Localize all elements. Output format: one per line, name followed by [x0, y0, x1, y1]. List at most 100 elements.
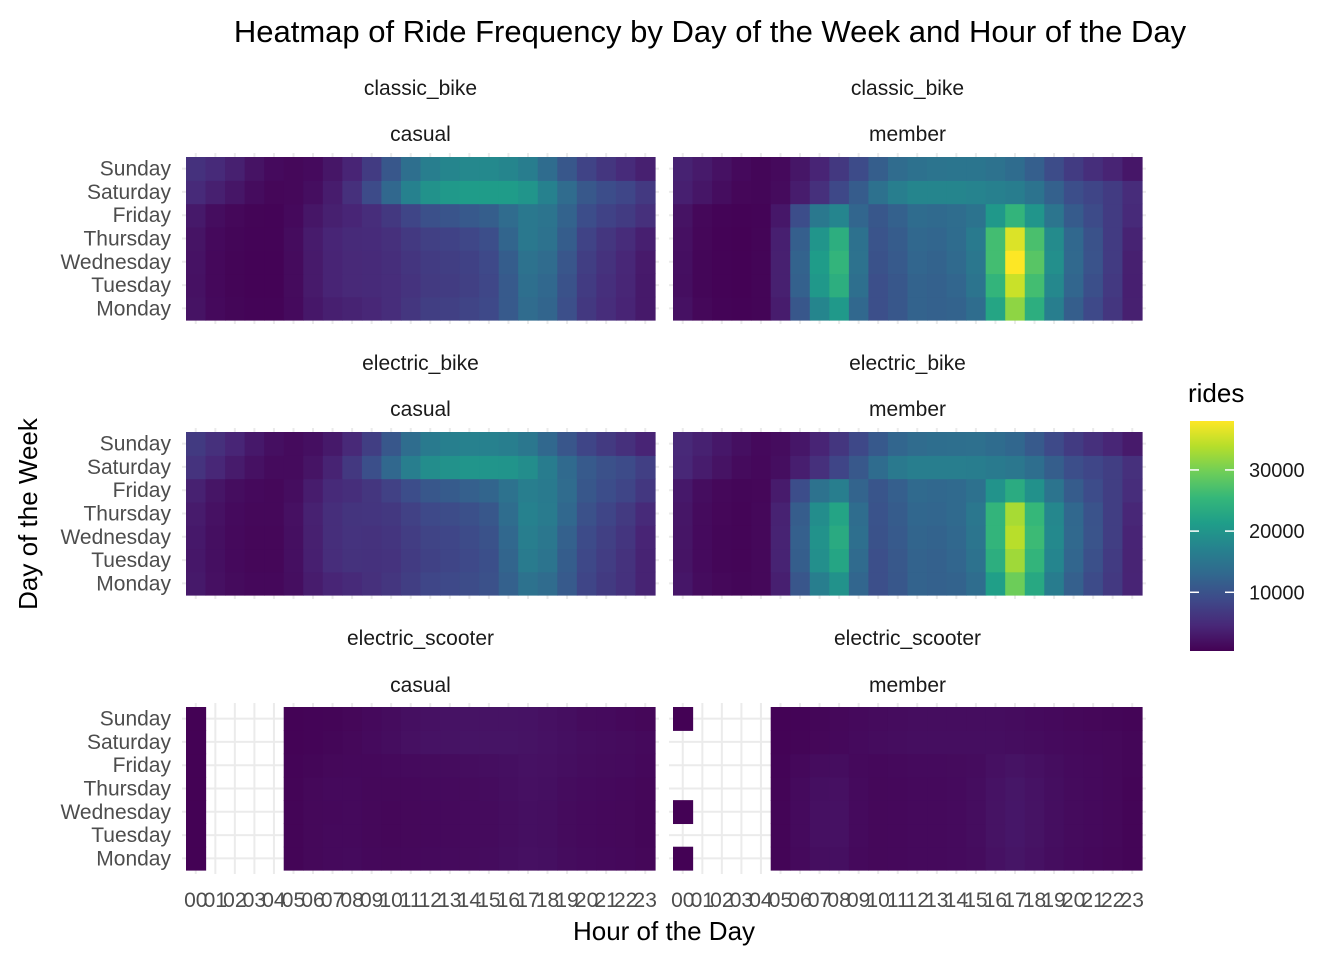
- heatmap-cell: [829, 296, 850, 321]
- heatmap-cell: [400, 296, 422, 321]
- heatmap-cell: [635, 846, 656, 871]
- heatmap-cell: [790, 753, 811, 778]
- heatmap-cell: [985, 800, 1006, 825]
- heatmap-cell: [283, 455, 304, 480]
- heatmap-cell: [518, 501, 539, 526]
- strip-label-member-type: casual: [390, 123, 451, 146]
- heatmap-cell: [342, 296, 363, 321]
- x-tick-label: 04: [749, 889, 773, 912]
- heatmap-cell: [927, 180, 948, 205]
- x-tick-label: 09: [847, 889, 870, 912]
- heatmap-cell: [692, 226, 713, 251]
- heatmap-cell: [479, 525, 500, 550]
- heatmap-cell: [1102, 571, 1124, 596]
- x-tick-label: 07: [321, 889, 344, 912]
- heatmap-cell: [440, 776, 461, 801]
- heatmap-cell: [731, 157, 752, 181]
- heatmap-cell: [1005, 501, 1026, 526]
- x-tick-label: 23: [634, 889, 657, 912]
- heatmap-cell: [1122, 730, 1143, 755]
- heatmap-cell: [985, 707, 1006, 731]
- heatmap-cell: [576, 730, 597, 755]
- heatmap-cell: [751, 432, 772, 456]
- heatmap-cell: [361, 548, 383, 573]
- heatmap-cell: [205, 226, 226, 251]
- heatmap-cell: [400, 846, 422, 871]
- heatmap-cell: [283, 157, 304, 181]
- x-tick-label: 17: [516, 889, 539, 912]
- heatmap-cell: [186, 296, 207, 321]
- x-axis-title: Hour of the Day: [573, 916, 755, 946]
- heatmap-cell: [537, 157, 558, 181]
- heatmap-cell: [809, 525, 830, 550]
- heatmap-cell: [615, 525, 637, 550]
- heatmap-cell: [557, 455, 578, 480]
- heatmap-cell: [907, 478, 928, 503]
- heatmap-cell: [498, 455, 519, 480]
- heatmap-cell: [907, 203, 928, 228]
- heatmap-cell: [692, 180, 713, 205]
- heatmap-cell: [283, 571, 304, 596]
- heatmap-cell: [692, 273, 713, 298]
- heatmap-cell: [205, 157, 226, 181]
- heatmap-cell: [1044, 203, 1065, 228]
- heatmap-cell: [537, 432, 558, 456]
- heatmap-cell: [596, 273, 617, 298]
- heatmap-cell: [946, 525, 967, 550]
- heatmap-cell: [848, 180, 870, 205]
- heatmap-cell: [635, 525, 656, 550]
- legend-title: rides: [1188, 378, 1244, 408]
- x-tick-label: 06: [788, 889, 811, 912]
- heatmap-cell: [868, 776, 889, 801]
- x-tick-label: 22: [614, 889, 637, 912]
- heatmap-cell: [848, 273, 870, 298]
- heatmap-cell: [809, 501, 830, 526]
- heatmap-cell: [770, 548, 791, 573]
- y-tick-label: Saturday: [87, 181, 172, 204]
- heatmap-cell: [1102, 501, 1124, 526]
- heatmap-cell: [283, 203, 304, 228]
- heatmap-cell: [596, 203, 617, 228]
- heatmap-cell: [459, 478, 480, 503]
- heatmap-cell: [322, 730, 343, 755]
- heatmap-cell: [1083, 525, 1104, 550]
- heatmap-cell: [829, 180, 850, 205]
- heatmap-cell: [576, 823, 597, 848]
- heatmap-cell: [770, 273, 791, 298]
- heatmap-cell: [946, 823, 967, 848]
- heatmap-cell: [692, 296, 713, 321]
- heatmap-cell: [635, 432, 656, 456]
- heatmap-cell: [576, 226, 597, 251]
- heatmap-cell: [615, 203, 637, 228]
- heatmap-cell: [381, 776, 402, 801]
- heatmap-cell: [400, 800, 422, 825]
- heatmap-cell: [498, 800, 519, 825]
- heatmap-cell: [479, 823, 500, 848]
- heatmap-cell: [1122, 800, 1143, 825]
- heatmap-cell: [1063, 730, 1084, 755]
- heatmap-cell: [946, 571, 967, 596]
- heatmap-cell: [361, 823, 383, 848]
- heatmap-cell: [692, 157, 713, 181]
- heatmap-cell: [381, 501, 402, 526]
- heatmap-cell: [1024, 296, 1045, 321]
- x-tick-label: 16: [984, 889, 1007, 912]
- heatmap-cell: [848, 203, 870, 228]
- heatmap-cell: [420, 525, 441, 550]
- x-tick-label: 20: [1062, 889, 1085, 912]
- heatmap-cell: [459, 730, 480, 755]
- heatmap-cell: [673, 432, 694, 456]
- heatmap-cell: [1024, 525, 1045, 550]
- heatmap-cell: [1083, 226, 1104, 251]
- heatmap-cell: [673, 707, 694, 731]
- heatmap-cell: [518, 525, 539, 550]
- strip-label-rideable-type: electric_bike: [362, 352, 479, 375]
- heatmap-cell: [440, 548, 461, 573]
- heatmap-cell: [673, 548, 694, 573]
- heatmap-cell: [479, 800, 500, 825]
- heatmap-cell: [907, 157, 928, 181]
- heatmap-cell: [400, 478, 422, 503]
- heatmap-cell: [770, 525, 791, 550]
- heatmap-cell: [186, 707, 207, 731]
- heatmap-cell: [868, 157, 889, 181]
